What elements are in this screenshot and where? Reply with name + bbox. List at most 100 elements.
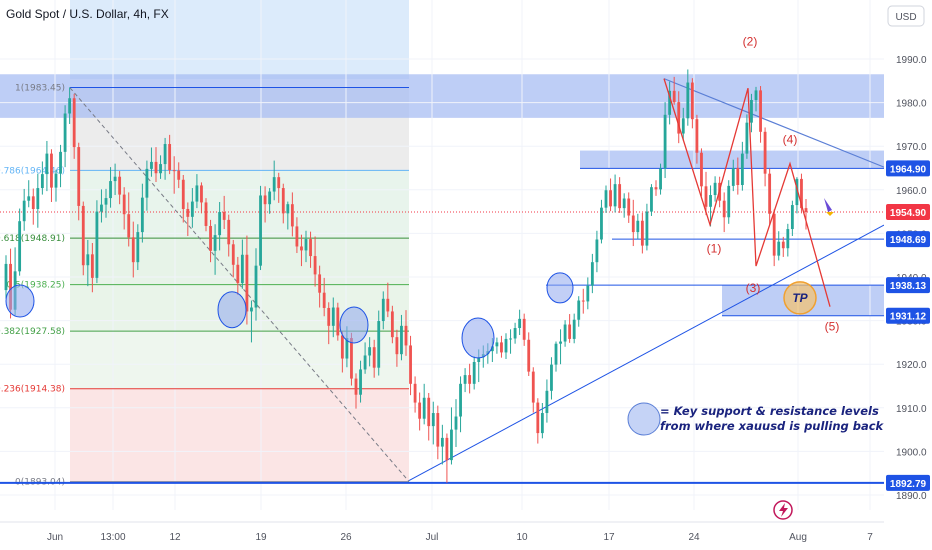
candle — [613, 174, 617, 213]
lightning-icon[interactable] — [773, 500, 793, 520]
candle — [322, 277, 326, 317]
wave-label: (3) — [746, 281, 761, 295]
x-tick-label: 17 — [603, 532, 615, 543]
candle — [690, 78, 694, 129]
candle — [440, 424, 444, 465]
candle — [672, 76, 676, 105]
candle — [227, 214, 231, 257]
price-label-box — [886, 277, 930, 294]
fib-zone — [70, 388, 409, 482]
candle — [695, 114, 699, 164]
candle — [281, 183, 285, 224]
candle — [563, 320, 567, 347]
candle — [400, 314, 403, 361]
candle — [186, 202, 190, 237]
candle — [709, 185, 712, 227]
candle — [40, 161, 44, 195]
candle — [550, 357, 553, 400]
fib-level-label: 0.5(1938.25) — [6, 281, 65, 291]
currency-button[interactable] — [887, 5, 925, 27]
wave-label: (4) — [783, 133, 798, 147]
candle — [763, 127, 767, 187]
candle — [436, 405, 440, 460]
x-tick-label: Aug — [789, 532, 807, 543]
y-tick-label: 1920.0 — [896, 360, 927, 371]
fib-zone — [70, 238, 409, 285]
candle — [590, 253, 594, 294]
candle — [81, 201, 85, 276]
candle — [713, 176, 717, 202]
support-circle-marker — [461, 317, 495, 359]
candle — [327, 302, 331, 345]
candle — [768, 168, 772, 225]
candle — [36, 173, 40, 228]
candle — [445, 433, 449, 483]
candle — [636, 213, 640, 240]
candle — [581, 288, 585, 314]
candle — [627, 192, 631, 223]
candle — [118, 171, 122, 205]
candle — [668, 81, 672, 125]
resistance-zone-2 — [580, 150, 884, 169]
candle — [509, 329, 512, 354]
candle — [386, 282, 390, 318]
candle — [454, 399, 458, 448]
y-tick-label: 1890.0 — [896, 491, 927, 502]
price-label: 1954.90 — [890, 208, 927, 219]
price-label-box — [886, 231, 930, 248]
candle — [245, 235, 249, 325]
candle — [468, 363, 472, 394]
fib-level-label: 0.786(1964.46) — [0, 166, 65, 176]
x-tick-label: Jul — [426, 532, 439, 543]
candle — [654, 180, 658, 196]
candle — [318, 265, 322, 308]
legend-annotation: = Key support & resistance levels from w… — [627, 402, 885, 436]
x-tick-label: 24 — [688, 532, 700, 543]
candle — [63, 105, 67, 168]
support-circle-marker — [217, 291, 247, 329]
target-circle — [783, 281, 817, 315]
candle — [190, 188, 194, 228]
candle — [122, 187, 126, 230]
candle — [413, 376, 417, 413]
candle — [777, 231, 781, 261]
candle — [168, 134, 172, 175]
candle — [418, 392, 422, 431]
candle — [427, 392, 431, 441]
candle — [231, 239, 235, 278]
candle — [300, 234, 303, 267]
candle — [422, 383, 426, 425]
highlight-zone — [70, 0, 409, 79]
candle — [90, 242, 94, 293]
candle — [259, 185, 262, 271]
wave-path — [663, 78, 831, 307]
price-label-box — [886, 160, 930, 177]
candle — [59, 144, 62, 188]
candle — [136, 224, 140, 271]
price-label: 1964.90 — [890, 164, 927, 175]
candle — [309, 231, 312, 268]
resistance-trendline — [663, 78, 885, 168]
chart-title: Gold Spot / U.S. Dollar, 4h, FX — [6, 7, 169, 21]
y-tick-label: 1980.0 — [896, 99, 927, 110]
rocket-icon — [824, 198, 834, 216]
resistance-zone — [0, 74, 884, 118]
candle — [359, 360, 362, 403]
candle — [527, 332, 531, 376]
candle — [50, 149, 53, 203]
candle — [740, 141, 744, 191]
candle — [531, 367, 535, 413]
candle — [45, 140, 49, 192]
wave-label: (1) — [707, 242, 722, 256]
support-circle-marker — [546, 272, 574, 304]
price-label: 1892.79 — [890, 479, 927, 490]
y-tick-label: 1990.0 — [896, 55, 927, 66]
candle — [522, 313, 526, 346]
candle — [295, 217, 299, 254]
candle — [127, 192, 131, 247]
candle — [572, 313, 576, 344]
candle — [145, 160, 149, 211]
candle — [31, 188, 35, 225]
candle — [463, 368, 467, 393]
